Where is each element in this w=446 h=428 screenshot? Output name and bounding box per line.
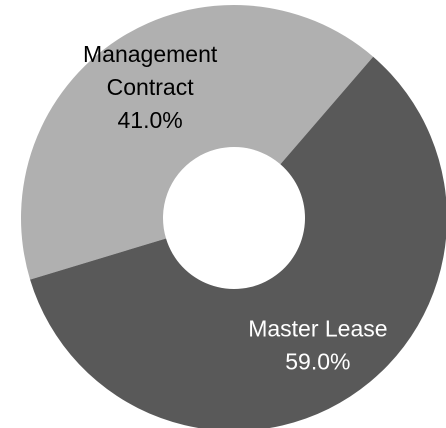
slice-label-line: Management: [83, 41, 218, 67]
slice-value-label: 59.0%: [285, 349, 350, 375]
slice-label-line: Master Lease: [248, 316, 387, 342]
slice-value-label: 41.0%: [118, 107, 183, 133]
slice-label: Management Contract: [83, 41, 218, 100]
slice-label-line: Contract: [107, 74, 195, 100]
slice-label: Master Lease: [248, 316, 387, 342]
donut-slice: [21, 5, 374, 280]
donut-slice: [30, 56, 446, 428]
